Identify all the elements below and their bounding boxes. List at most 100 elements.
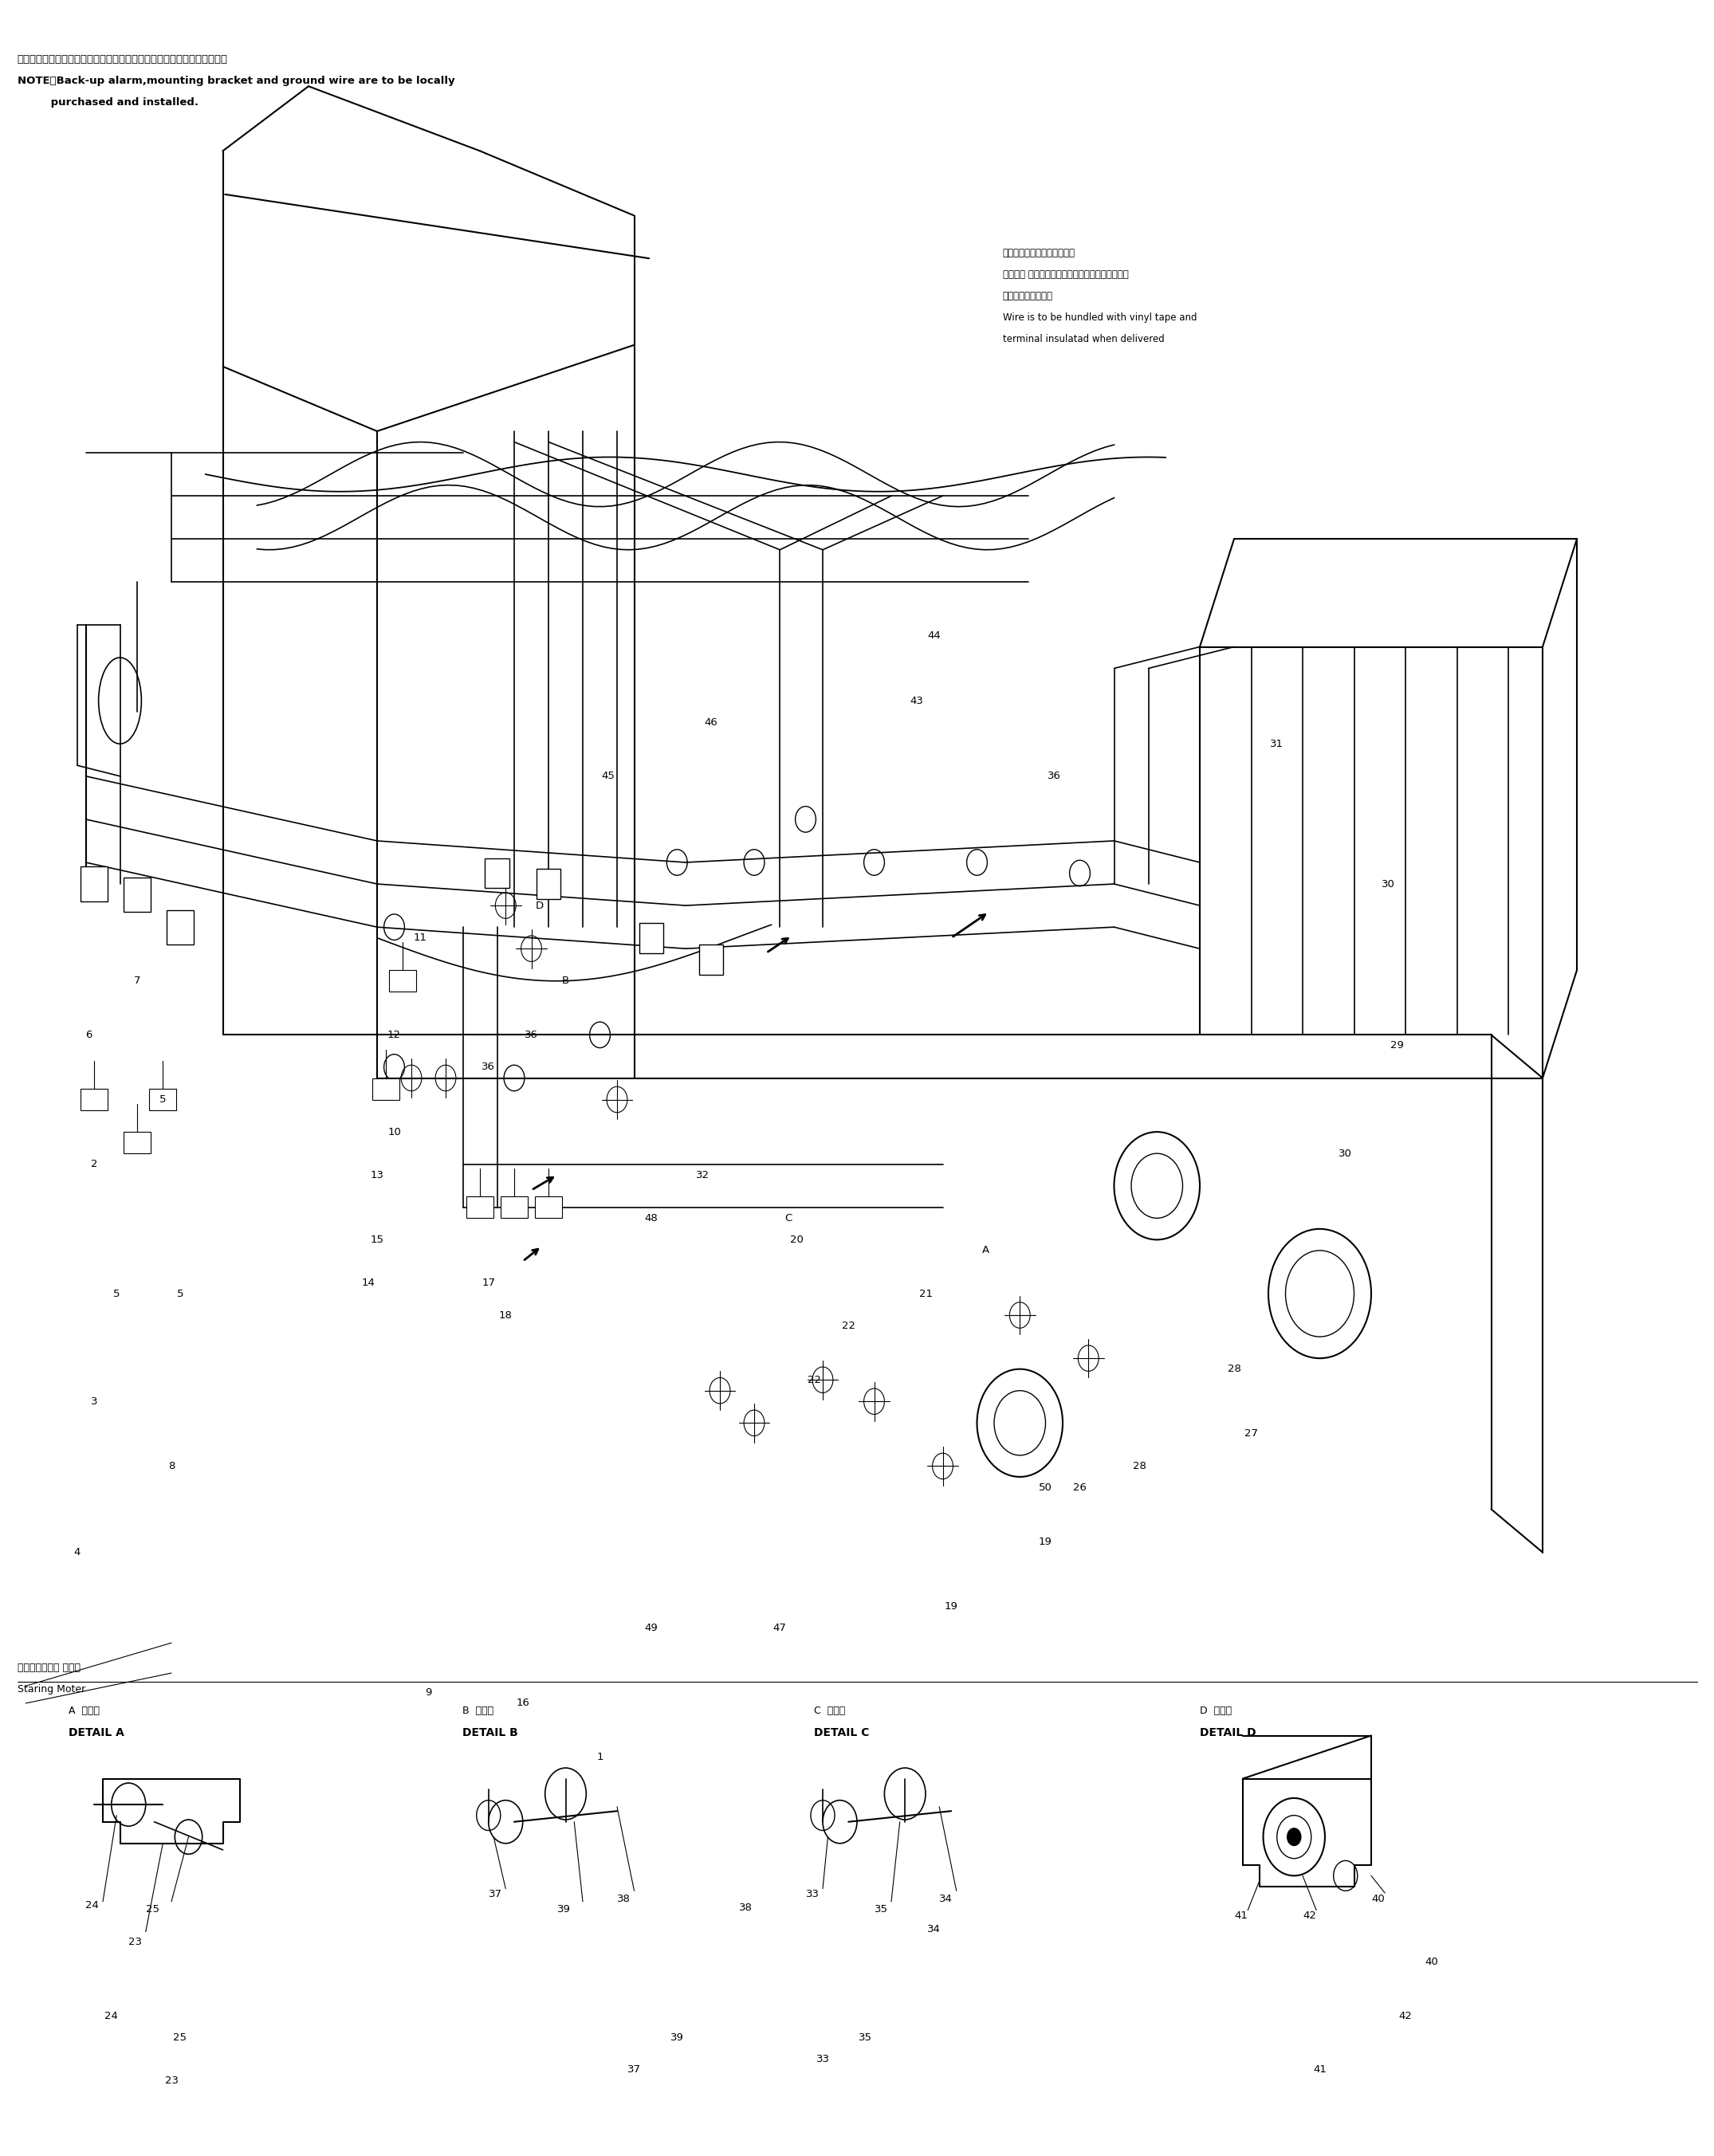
Text: 33: 33 [806, 1889, 819, 1899]
Text: 8: 8 [168, 1462, 175, 1470]
Text: 45: 45 [602, 772, 615, 780]
FancyBboxPatch shape [389, 970, 417, 992]
Text: 36: 36 [524, 1031, 538, 1039]
Text: 28: 28 [1227, 1365, 1241, 1373]
Text: 41: 41 [1234, 1910, 1248, 1921]
Text: 23: 23 [165, 2076, 178, 2085]
Text: DETAIL D: DETAIL D [1200, 1727, 1256, 1738]
Text: 5: 5 [113, 1289, 120, 1298]
Text: 6: 6 [86, 1031, 93, 1039]
Text: 12: 12 [387, 1031, 401, 1039]
FancyBboxPatch shape [500, 1197, 528, 1218]
FancyBboxPatch shape [149, 1089, 177, 1110]
Text: A  詳　細: A 詳 細 [69, 1705, 99, 1716]
Circle shape [1287, 1828, 1301, 1846]
Text: 3: 3 [91, 1397, 98, 1406]
Text: 19: 19 [1039, 1537, 1052, 1546]
Text: 31: 31 [1270, 740, 1284, 748]
Text: 13: 13 [370, 1171, 384, 1179]
Text: 14: 14 [362, 1279, 375, 1287]
Text: バックアップアラームに接続: バックアップアラームに接続 [1003, 248, 1075, 259]
FancyBboxPatch shape [81, 867, 108, 901]
Text: D  詳　細: D 詳 細 [1200, 1705, 1232, 1716]
Text: terminal insulatad when delivered: terminal insulatad when delivered [1003, 334, 1164, 345]
Text: 1: 1 [596, 1753, 603, 1761]
Text: 2: 2 [91, 1160, 98, 1169]
Text: 27: 27 [1244, 1429, 1258, 1438]
FancyBboxPatch shape [372, 1078, 399, 1100]
Text: 22: 22 [807, 1376, 821, 1384]
Text: 40: 40 [1424, 1958, 1438, 1966]
Text: 38: 38 [739, 1904, 752, 1912]
Text: 25: 25 [146, 1904, 159, 1915]
Text: Wire is to be hundled with vinyl tape and: Wire is to be hundled with vinyl tape an… [1003, 313, 1196, 323]
FancyBboxPatch shape [166, 910, 194, 944]
Text: 21: 21 [919, 1289, 932, 1298]
Text: 28: 28 [1133, 1462, 1147, 1470]
Text: DETAIL A: DETAIL A [69, 1727, 125, 1738]
FancyBboxPatch shape [535, 1197, 562, 1218]
Text: 23: 23 [129, 1936, 142, 1947]
Text: 37: 37 [627, 2065, 641, 2074]
Text: 40: 40 [1371, 1893, 1385, 1904]
Text: 41: 41 [1313, 2065, 1327, 2074]
Text: 15: 15 [370, 1235, 384, 1244]
Text: 46: 46 [704, 718, 718, 727]
Text: C  詳　細: C 詳 細 [814, 1705, 845, 1716]
FancyBboxPatch shape [81, 1089, 108, 1110]
Text: 37: 37 [488, 1889, 502, 1899]
Text: D: D [536, 901, 543, 910]
Text: 48: 48 [644, 1214, 658, 1222]
Text: A: A [982, 1246, 989, 1255]
Text: 端子は絶縁しておく: 端子は絶縁しておく [1003, 291, 1052, 302]
Text: 29: 29 [1390, 1041, 1404, 1050]
FancyBboxPatch shape [123, 1132, 151, 1153]
Text: 19: 19 [944, 1602, 958, 1611]
Bar [485, 858, 509, 888]
Text: 43: 43 [910, 696, 924, 705]
Text: 5: 5 [159, 1095, 166, 1104]
Bar [536, 869, 560, 899]
FancyBboxPatch shape [123, 877, 151, 912]
Text: 17: 17 [482, 1279, 495, 1287]
Text: NOTE：Back-up alarm,mounting bracket and ground wire are to be locally: NOTE：Back-up alarm,mounting bracket and … [17, 75, 454, 86]
Text: 42: 42 [1303, 1910, 1316, 1921]
Text: 39: 39 [557, 1904, 571, 1915]
Bar [699, 944, 723, 975]
Text: 36: 36 [1047, 772, 1061, 780]
Bar [639, 923, 663, 953]
Text: 24: 24 [86, 1899, 99, 1910]
Text: 35: 35 [874, 1904, 888, 1915]
Text: 5: 5 [177, 1289, 183, 1298]
Text: 22: 22 [842, 1322, 855, 1330]
Text: 出荷時は ビニールテープにてワイヤを束ねておき: 出荷時は ビニールテープにてワイヤを束ねておき [1003, 270, 1128, 280]
Text: 32: 32 [696, 1171, 710, 1179]
Text: 50: 50 [1039, 1483, 1052, 1492]
Text: B  詳　細: B 詳 細 [463, 1705, 494, 1716]
Text: DETAIL C: DETAIL C [814, 1727, 869, 1738]
Text: 34: 34 [927, 1925, 941, 1934]
Text: 44: 44 [927, 632, 941, 640]
Text: 42: 42 [1399, 2012, 1412, 2020]
Text: 16: 16 [516, 1699, 530, 1708]
Text: 34: 34 [939, 1893, 953, 1904]
Text: 9: 9 [425, 1688, 432, 1697]
Text: 7: 7 [134, 977, 141, 985]
Text: 30: 30 [1339, 1149, 1352, 1158]
Text: 39: 39 [670, 2033, 684, 2042]
Text: 注：バックアップアラーム，取付ブラケット，アース等は現地装着とする: 注：バックアップアラーム，取付ブラケット，アース等は現地装着とする [17, 54, 228, 65]
Text: 36: 36 [482, 1063, 495, 1072]
Text: 30: 30 [1381, 880, 1395, 888]
Text: 24: 24 [105, 2012, 118, 2020]
Text: 26: 26 [1073, 1483, 1087, 1492]
Text: 18: 18 [499, 1311, 512, 1319]
Text: DETAIL B: DETAIL B [463, 1727, 518, 1738]
Text: 25: 25 [173, 2033, 187, 2042]
Text: 20: 20 [790, 1235, 804, 1244]
Text: 4: 4 [74, 1548, 81, 1557]
Text: C: C [785, 1214, 792, 1222]
Text: Staring Moter: Staring Moter [17, 1684, 86, 1695]
Text: B: B [562, 977, 569, 985]
Text: 11: 11 [413, 934, 427, 942]
Text: 33: 33 [816, 2055, 830, 2063]
